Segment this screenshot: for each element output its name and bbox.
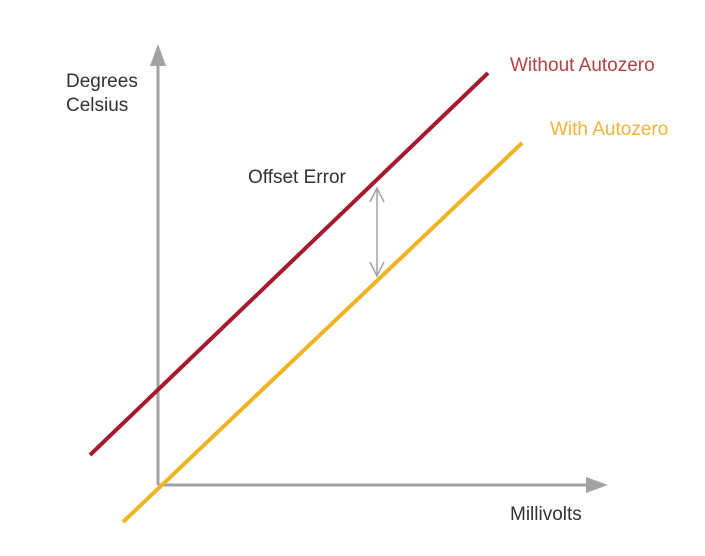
- offset-error-label: Offset Error: [248, 167, 347, 188]
- without-autozero-line: [88, 71, 490, 457]
- x-axis-label: Millivolts: [510, 504, 582, 525]
- x-axis-arrow: [586, 477, 608, 493]
- y-axis-label: Celsius: [66, 95, 128, 116]
- y-axis-arrow: [150, 44, 166, 66]
- with-autozero-label: With Autozero: [550, 119, 668, 140]
- without-autozero-label: Without Autozero: [510, 55, 655, 76]
- y-axis-label: Degrees: [66, 71, 138, 92]
- with-autozero-line: [121, 141, 524, 524]
- offset-arrow-head-bottom: [369, 261, 385, 278]
- offset-arrow-head-top: [369, 186, 385, 203]
